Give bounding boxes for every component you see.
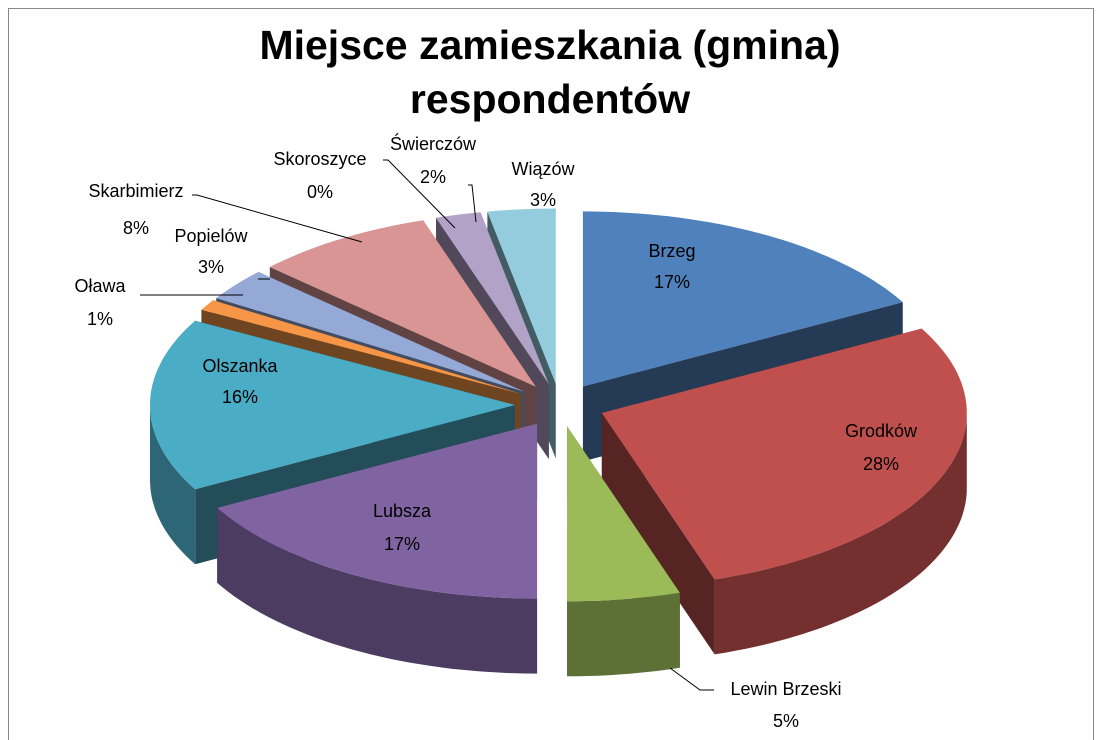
- slice-label: Lubsza: [373, 501, 432, 521]
- slice-label: Lewin Brzeski: [730, 679, 841, 699]
- value-label: 3%: [198, 257, 224, 277]
- slice-label: Oława: [74, 276, 126, 296]
- value-label: 0%: [307, 182, 333, 202]
- value-label: 17%: [384, 534, 420, 554]
- slice-side: [601, 412, 715, 655]
- chart-border: [8, 8, 1094, 740]
- slice-label: Świerczów: [390, 133, 477, 154]
- value-label: 3%: [530, 190, 556, 210]
- slice-label: Olszanka: [202, 356, 278, 376]
- leader-line: [192, 194, 363, 243]
- slice-label: Wiązów: [511, 159, 575, 179]
- leader-line: [669, 667, 714, 691]
- value-label: 17%: [654, 272, 690, 292]
- slice: [567, 426, 680, 602]
- slice-wall: [217, 507, 538, 674]
- slice: [269, 220, 536, 387]
- slice: [436, 212, 549, 385]
- value-label: 8%: [123, 218, 149, 238]
- value-label: 2%: [420, 167, 446, 187]
- slice: [201, 300, 522, 395]
- value-label: 5%: [773, 711, 799, 731]
- chart-title: Miejsce zamieszkania (gmina) respondentó…: [259, 22, 841, 122]
- slice: [487, 208, 556, 384]
- slice: [217, 423, 538, 599]
- value-label: 28%: [863, 454, 899, 474]
- slice-label: Skoroszyce: [273, 149, 366, 169]
- slice-wall: [150, 405, 196, 565]
- slice-label: Skarbimierz: [88, 181, 183, 201]
- leader-line: [468, 184, 477, 223]
- slice: [601, 328, 967, 580]
- value-label: 1%: [87, 309, 113, 329]
- slice: [582, 211, 903, 387]
- leader-line: [383, 159, 456, 229]
- slice: [216, 272, 525, 392]
- slice-wall: [714, 412, 967, 655]
- slice-label: Grodków: [845, 421, 918, 441]
- slice: [150, 320, 515, 490]
- slice-wall: [567, 592, 680, 677]
- slice-label: Popielów: [174, 226, 248, 246]
- slice-label: Brzeg: [648, 241, 695, 261]
- value-label: 16%: [222, 387, 258, 407]
